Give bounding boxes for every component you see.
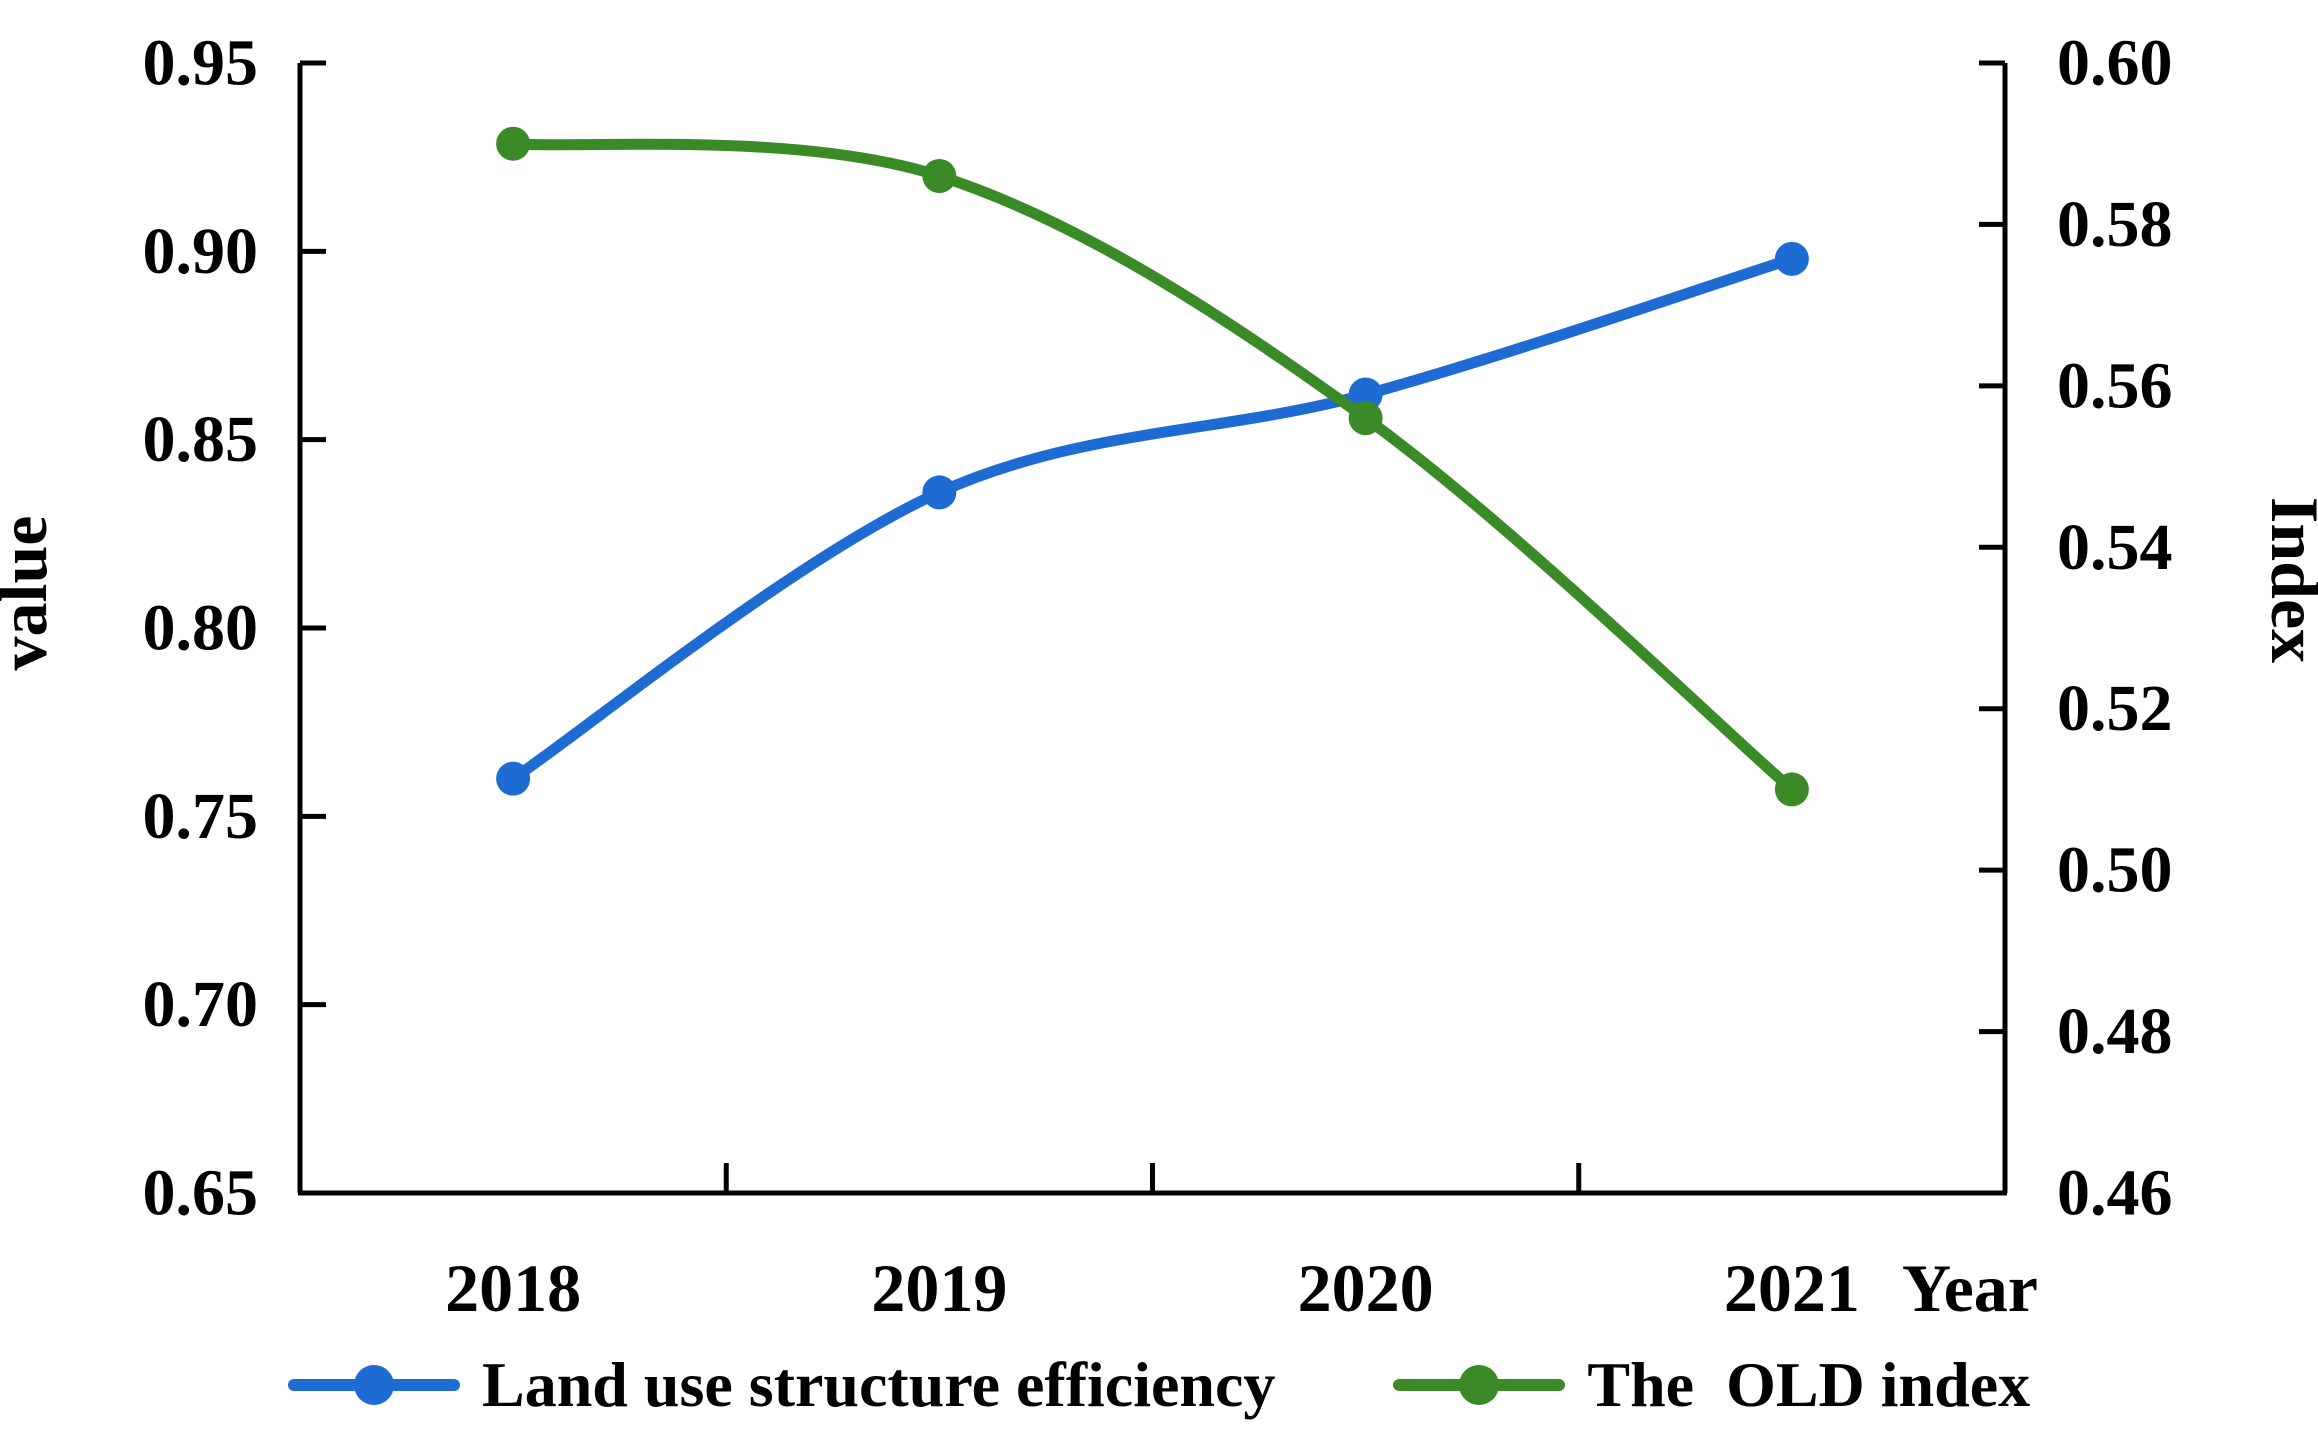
data-point-marker [496, 126, 531, 161]
x-axis-tick-label: 2018 [445, 1250, 581, 1326]
legend-item-the-old-index: The OLD index [1393, 1353, 2030, 1417]
series-line-1 [507, 138, 1798, 795]
legend-swatch-blue-line-icon [288, 1365, 460, 1405]
data-point-marker [1348, 401, 1383, 436]
data-point-marker [1774, 241, 1809, 276]
right-axis-tick-label: 0.52 [2057, 672, 2173, 745]
right-axis-tick-label: 0.50 [2057, 834, 2173, 907]
left-axis-tick-label: 0.75 [143, 780, 259, 853]
legend-swatch-green-line-icon [1393, 1365, 1566, 1405]
left-axis-tick-label: 0.90 [143, 215, 259, 288]
x-axis-tick-label: 2021 [1724, 1250, 1860, 1326]
legend-label: The OLD index [1587, 1349, 2031, 1420]
right-axis-tick-label: 0.60 [2057, 27, 2173, 100]
left-axis-tick-label: 0.85 [143, 403, 259, 476]
x-axis-tick-label: 2019 [871, 1250, 1007, 1326]
data-point-marker [922, 159, 957, 193]
right-axis-tick-label: 0.54 [2057, 511, 2173, 584]
data-point-marker [922, 475, 957, 510]
x-axis-tick-label: 2020 [1298, 1250, 1434, 1326]
right-axis-tick-label: 0.58 [2057, 188, 2173, 261]
data-point-marker [1348, 377, 1383, 412]
right-axis-tick-label: 0.46 [2057, 1157, 2173, 1230]
right-axis-title: Index [2257, 497, 2318, 663]
series-line-0 [507, 253, 1798, 785]
left-axis-title: value [0, 516, 61, 671]
right-axis-tick-label: 0.56 [2057, 349, 2173, 422]
left-axis-tick-label: 0.80 [143, 592, 259, 665]
data-point-marker [1774, 772, 1809, 807]
left-axis-tick-label: 0.95 [143, 27, 259, 100]
chart-legend: Land use structure efficiency The OLD in… [0, 1335, 2318, 1435]
right-axis-tick-label: 0.48 [2057, 995, 2173, 1068]
left-axis-tick-label: 0.65 [143, 1157, 259, 1230]
x-axis-title: Year [1902, 1250, 2038, 1326]
line-chart-canvas: 0.65 0.70 0.75 0.80 0.85 0.90 0.95 0.46 0.48 0.50… [0, 27, 2318, 1327]
legend-label: Land use structure efficiency [482, 1349, 1276, 1420]
legend-item-land-use-structure-efficiency: Land use structure efficiency [288, 1353, 1275, 1417]
data-point-marker [496, 761, 531, 796]
left-axis-tick-label: 0.70 [143, 968, 259, 1041]
